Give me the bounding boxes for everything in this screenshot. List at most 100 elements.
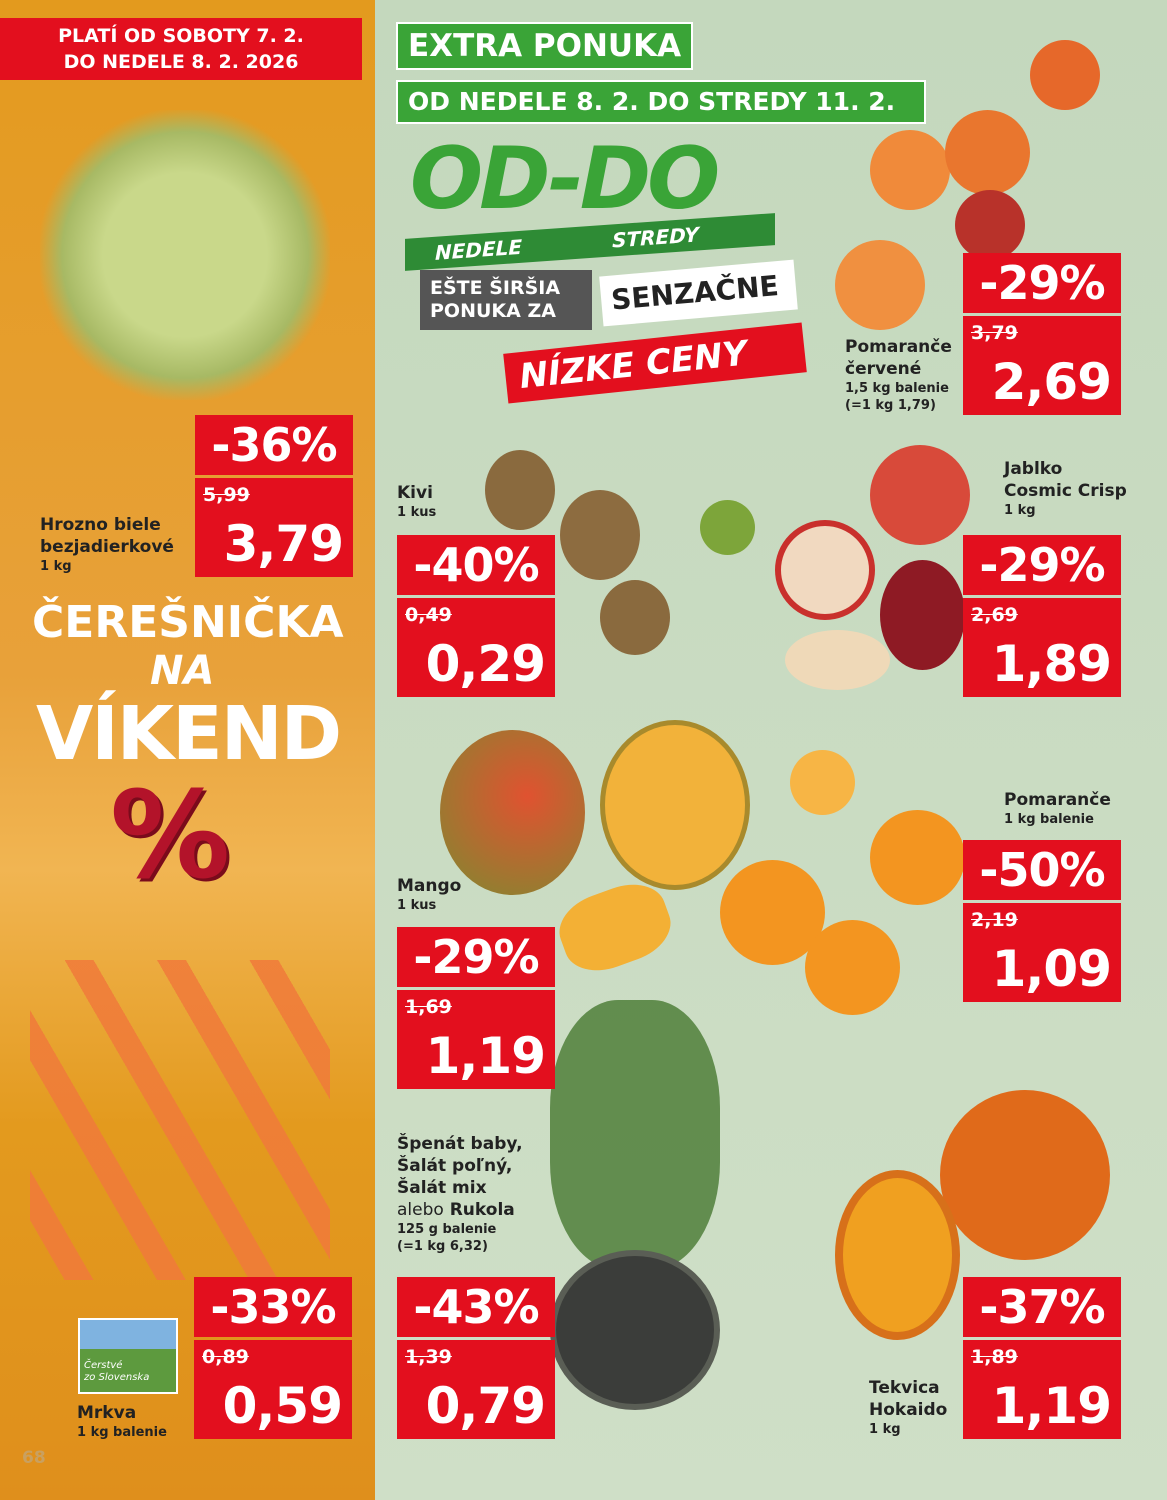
unit-price: (=1 kg 1,79)	[845, 398, 936, 413]
kiwi-image	[600, 580, 670, 655]
product-name: Mango	[397, 876, 462, 896]
product-unit: 1 kg	[40, 559, 72, 574]
blood-orange-image	[955, 190, 1025, 260]
extra-offer-title: EXTRA PONUKA	[396, 22, 694, 70]
kiwi-image	[485, 450, 555, 530]
discount-badge: -43%	[397, 1277, 555, 1337]
discount-badge: -29%	[963, 253, 1121, 313]
old-price: 0,49	[405, 604, 452, 626]
blood-orange-image	[835, 240, 925, 330]
product-unit: 1 kus	[397, 505, 437, 520]
product-name: Cosmic Crisp	[1004, 481, 1127, 501]
od-do-logo: OD-DO NEDELE STREDY EŠTE ŠIRŠIA PONUKA ZA …	[405, 129, 807, 404]
price-tag-kiwi: -40% 0,49 0,29	[397, 535, 555, 697]
product-name: Rukola	[449, 1200, 515, 1220]
apple-image	[775, 520, 875, 620]
new-price: 1,19	[991, 1377, 1112, 1435]
new-price: 3,79	[223, 515, 344, 573]
price-tag-greens: -43% 1,39 0,79	[397, 1277, 555, 1439]
old-price: 2,19	[971, 909, 1018, 931]
extra-offer-dates: OD NEDELE 8. 2. DO STREDY 11. 2.	[396, 80, 926, 124]
mango-image	[440, 730, 585, 895]
carrots-image	[30, 960, 330, 1280]
product-name: Pomaranče	[845, 337, 952, 357]
product-name: Špenát baby,	[397, 1134, 523, 1154]
product-name: Jablko	[1004, 459, 1063, 479]
old-price: 1,39	[405, 1346, 452, 1368]
price-tag-pumpkin: -37% 1,89 1,19	[963, 1277, 1121, 1439]
fresh-from-slovakia-badge: Čerstvé zo Slovenska	[78, 1318, 178, 1394]
blood-orange-image	[870, 130, 950, 210]
product-label-carrot: Mrkva 1 kg balenie	[77, 1402, 167, 1441]
pumpkin-half-image	[835, 1170, 960, 1340]
old-price: 3,79	[971, 322, 1018, 344]
blood-orange-image	[1030, 40, 1100, 110]
wider-line-1: EŠTE ŠIRŠIA	[430, 277, 561, 299]
price-tag-mango: -29% 1,69 1,19	[397, 927, 555, 1089]
discount-badge: -29%	[963, 535, 1121, 595]
orange-image	[870, 810, 965, 905]
product-label-blood-orange: Pomaranče červené 1,5 kg balenie (=1 kg 1,…	[845, 336, 952, 414]
old-price: 1,69	[405, 996, 452, 1018]
product-label-kiwi: Kivi 1 kus	[397, 482, 436, 521]
new-price: 1,89	[991, 635, 1112, 693]
product-name: Pomaranče	[1004, 790, 1111, 810]
price-tag-apple: -29% 2,69 1,89	[963, 535, 1121, 697]
grapes-image	[40, 110, 330, 400]
new-price: 0,79	[425, 1377, 546, 1435]
apple-image	[785, 630, 890, 690]
product-unit: 1,5 kg balenie	[845, 381, 949, 396]
weekend-title-1: ČEREŠNIČKA	[32, 597, 344, 648]
validity-banner: PLATÍ OD SOBOTY 7. 2. DO NEDELE 8. 2. 20…	[0, 18, 362, 80]
unit-price: (=1 kg 6,32)	[397, 1239, 488, 1254]
product-name: Hrozno biele bezjadierkové	[40, 515, 174, 557]
discount-badge: -29%	[397, 927, 555, 987]
price-tag-grapes: -36% 5,99 3,79	[195, 415, 353, 577]
discount-badge: -33%	[194, 1277, 352, 1337]
kiwi-image	[560, 490, 640, 580]
product-unit: 1 kg	[869, 1422, 901, 1437]
salad-bowl-image	[550, 1250, 720, 1410]
product-label-greens: Špenát baby, Šalát poľný, Šalát mix aleb…	[397, 1133, 523, 1255]
old-price: 1,89	[971, 1346, 1018, 1368]
wider-offer-box: EŠTE ŠIRŠIA PONUKA ZA	[420, 270, 592, 330]
or-text: alebo	[397, 1200, 444, 1220]
product-unit: 125 g balenie	[397, 1222, 497, 1237]
product-name: Hokaido	[869, 1400, 948, 1420]
product-unit: 1 kg	[1004, 503, 1036, 518]
new-price: 1,19	[425, 1027, 546, 1085]
product-label-pumpkin: Tekvica Hokaido 1 kg	[869, 1377, 947, 1438]
new-price: 0,59	[222, 1377, 343, 1435]
to-day: STREDY	[612, 222, 699, 253]
apple-image	[880, 560, 965, 670]
validity-line-1: PLATÍ OD SOBOTY 7. 2.	[58, 25, 304, 47]
product-name: Mrkva	[77, 1403, 137, 1423]
mango-image	[600, 720, 750, 890]
new-price: 1,09	[991, 940, 1112, 998]
from-day: NEDELE	[435, 234, 523, 265]
old-price: 5,99	[203, 484, 250, 506]
sensational-label: SENZAČNE	[599, 259, 798, 327]
pumpkin-image	[940, 1090, 1110, 1260]
discount-badge: -36%	[195, 415, 353, 475]
orange-image	[720, 860, 825, 965]
product-unit: 1 kg balenie	[1004, 812, 1094, 827]
product-unit: 1 kg balenie	[77, 1425, 167, 1440]
wider-line-2: PONUKA ZA	[430, 300, 556, 322]
greens-image	[550, 1000, 720, 1270]
product-label-apple: Jablko Cosmic Crisp 1 kg	[1004, 458, 1127, 519]
new-price: 2,69	[991, 353, 1112, 411]
product-name: Tekvica	[869, 1378, 940, 1398]
price-tag-orange: -50% 2,19 1,09	[963, 840, 1121, 1002]
product-label-orange: Pomaranče 1 kg balenie	[1004, 789, 1111, 828]
price-tag-blood-orange: -29% 3,79 2,69	[963, 253, 1121, 415]
discount-badge: -37%	[963, 1277, 1121, 1337]
validity-line-2: DO NEDELE 8. 2. 2026	[63, 51, 299, 73]
old-price: 2,69	[971, 604, 1018, 626]
cherry-percent-icon: %	[110, 767, 231, 906]
apple-image	[870, 445, 970, 545]
blood-orange-image	[945, 110, 1030, 195]
od-do-text: OD-DO	[410, 129, 720, 229]
page-number: 68	[22, 1448, 46, 1468]
product-name: Šalát poľný,	[397, 1156, 513, 1176]
